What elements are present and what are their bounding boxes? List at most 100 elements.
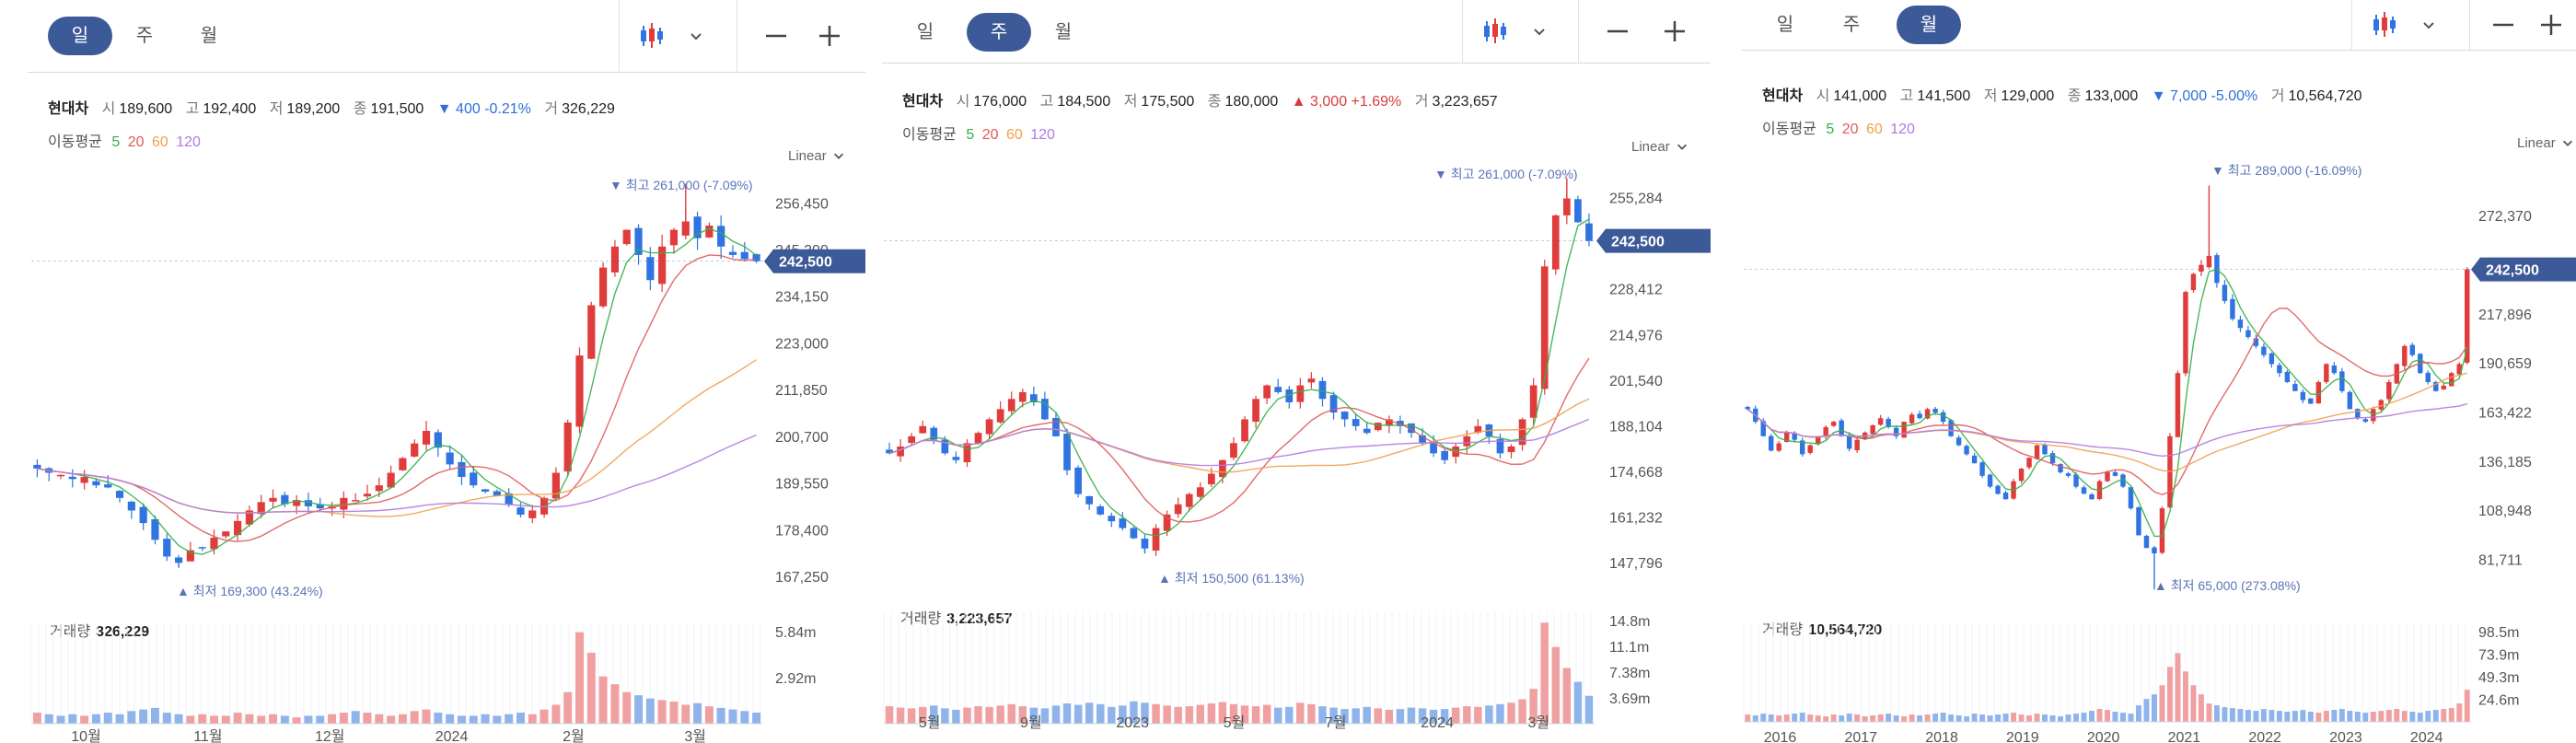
tab-week[interactable]: 주 — [1842, 15, 1861, 35]
candle-body — [1924, 409, 1931, 419]
candle-body — [1430, 441, 1437, 454]
low-annotation: ▲ 최저 150,500 (61.13%) — [1158, 571, 1305, 586]
scale-selector[interactable]: Linear — [788, 147, 843, 164]
x-tick-label: 2021 — [2168, 730, 2201, 743]
scale-selector[interactable]: Linear — [2517, 134, 2572, 151]
candle-body — [33, 464, 41, 469]
ma20-label: 20 — [1841, 122, 1859, 137]
candle-body — [693, 216, 702, 238]
volume-bar — [2425, 711, 2431, 722]
tab-month[interactable]: 월 — [1897, 6, 1961, 44]
chart-type-button[interactable] — [624, 0, 679, 72]
price-chart-weekly: 255,284 228,412 214,976 201,540 188,104 174,6… — [883, 167, 1711, 731]
tab-month[interactable]: 월 — [1054, 22, 1073, 42]
volume-bar — [1062, 703, 1072, 724]
chart-type-dropdown[interactable] — [1523, 0, 1556, 63]
volume-bar — [351, 711, 360, 724]
candle-body — [1196, 487, 1204, 497]
candle-body — [363, 493, 372, 497]
scale-selector[interactable]: Linear — [1631, 138, 1687, 155]
volume-bar — [2441, 709, 2447, 722]
volume-title-label: 거래량 — [1762, 622, 1804, 638]
zoom-in-button[interactable] — [806, 0, 853, 72]
volume-bar — [328, 714, 337, 724]
candle-body — [281, 494, 289, 505]
volume-bar — [2448, 708, 2454, 722]
volume-value: 10,564,720 — [2288, 88, 2362, 104]
candle-body — [1830, 422, 1837, 426]
candle-body — [2261, 346, 2267, 355]
volume-title: 거래량 10,564,720 — [1762, 617, 1882, 639]
volume-bar — [1352, 708, 1360, 724]
volume-tick-label: 14.8m — [1609, 614, 1650, 630]
volume-bar — [1251, 706, 1260, 724]
zoom-out-button[interactable] — [2482, 0, 2524, 50]
zoom-in-button[interactable] — [2530, 0, 2572, 50]
candle-body — [1052, 417, 1060, 436]
volume-bar — [1562, 668, 1572, 724]
candle-body — [658, 246, 667, 284]
y-tick-label: 174,668 — [1609, 465, 1663, 481]
tab-month[interactable]: 월 — [200, 26, 218, 46]
chart-panel-weekly: 일 주 월 현대차 시 176,000 고 184,500 저 175,500 종 18… — [882, 0, 1711, 743]
candle-body — [210, 538, 218, 550]
chart-type-dropdown[interactable] — [679, 0, 713, 72]
ma-label: 이동평균 — [902, 127, 957, 143]
candle-body — [198, 547, 206, 549]
chart-type-button[interactable] — [2357, 0, 2412, 50]
tab-day[interactable]: 일 — [1776, 15, 1794, 35]
candle-body — [1241, 419, 1248, 442]
volume-bar — [2011, 713, 2017, 722]
volume-bar — [1174, 706, 1182, 724]
volume-bar — [1518, 699, 1526, 724]
tab-week[interactable]: 주 — [967, 13, 1031, 52]
volume-bar — [963, 707, 971, 724]
zoom-out-button[interactable] — [1595, 0, 1641, 63]
volume-bar — [1119, 705, 1127, 724]
volume-title-value: 326,229 — [96, 624, 150, 640]
zoom-out-button[interactable] — [753, 0, 799, 72]
tab-week[interactable]: 주 — [135, 26, 154, 46]
ma120-label: 120 — [176, 134, 201, 150]
chart-type-dropdown[interactable] — [2412, 0, 2445, 50]
candle-body — [1815, 435, 1821, 445]
chevron-down-icon — [1677, 144, 1687, 150]
volume-bar — [2143, 699, 2150, 722]
candle-body — [2175, 373, 2181, 437]
candle-body — [1063, 434, 1071, 470]
volume-bar — [1262, 704, 1271, 724]
volume-bar — [269, 714, 278, 724]
volume-tick-label: 3.69m — [1609, 691, 1650, 707]
candle-body — [458, 461, 466, 478]
ohlc-summary: 현대차 시 189,600 고 192,400 저 189,200 종 191,500 … — [48, 96, 624, 118]
candle-body — [1496, 438, 1504, 454]
y-tick-label: 256,450 — [775, 196, 829, 212]
volume-bar — [634, 695, 644, 724]
y-tick-label: 201,540 — [1609, 374, 1663, 389]
candle-body — [1185, 493, 1193, 507]
change-value: 3,000 — [1310, 94, 1348, 110]
x-tick-label: 7월 — [1325, 714, 1347, 731]
x-tick-label: 10월 — [71, 728, 101, 743]
volume-bar — [2237, 709, 2244, 722]
volume-bar — [1854, 714, 1861, 722]
candle-body — [2347, 391, 2353, 410]
volume-bar — [375, 714, 384, 724]
chart-type-button[interactable] — [1468, 0, 1523, 63]
candle-body — [1776, 443, 1781, 451]
candle-body — [446, 452, 454, 465]
zoom-in-button[interactable] — [1652, 0, 1698, 63]
ma5-line — [1746, 268, 2468, 538]
volume-bar — [996, 705, 1004, 724]
candle-body — [1877, 418, 1884, 425]
candle-body — [1955, 437, 1962, 446]
volume-bar — [1185, 706, 1193, 724]
volume-bar — [896, 707, 905, 724]
moving-average-legend: 이동평균 5 20 60 120 — [1762, 116, 1915, 138]
volume-bar — [1429, 709, 1438, 724]
volume-bar — [1870, 715, 1876, 722]
tab-day[interactable]: 일 — [916, 22, 934, 42]
change-percent: +1.69% — [1351, 94, 1402, 110]
candle-body — [1119, 518, 1127, 528]
tab-day[interactable]: 일 — [48, 17, 112, 55]
